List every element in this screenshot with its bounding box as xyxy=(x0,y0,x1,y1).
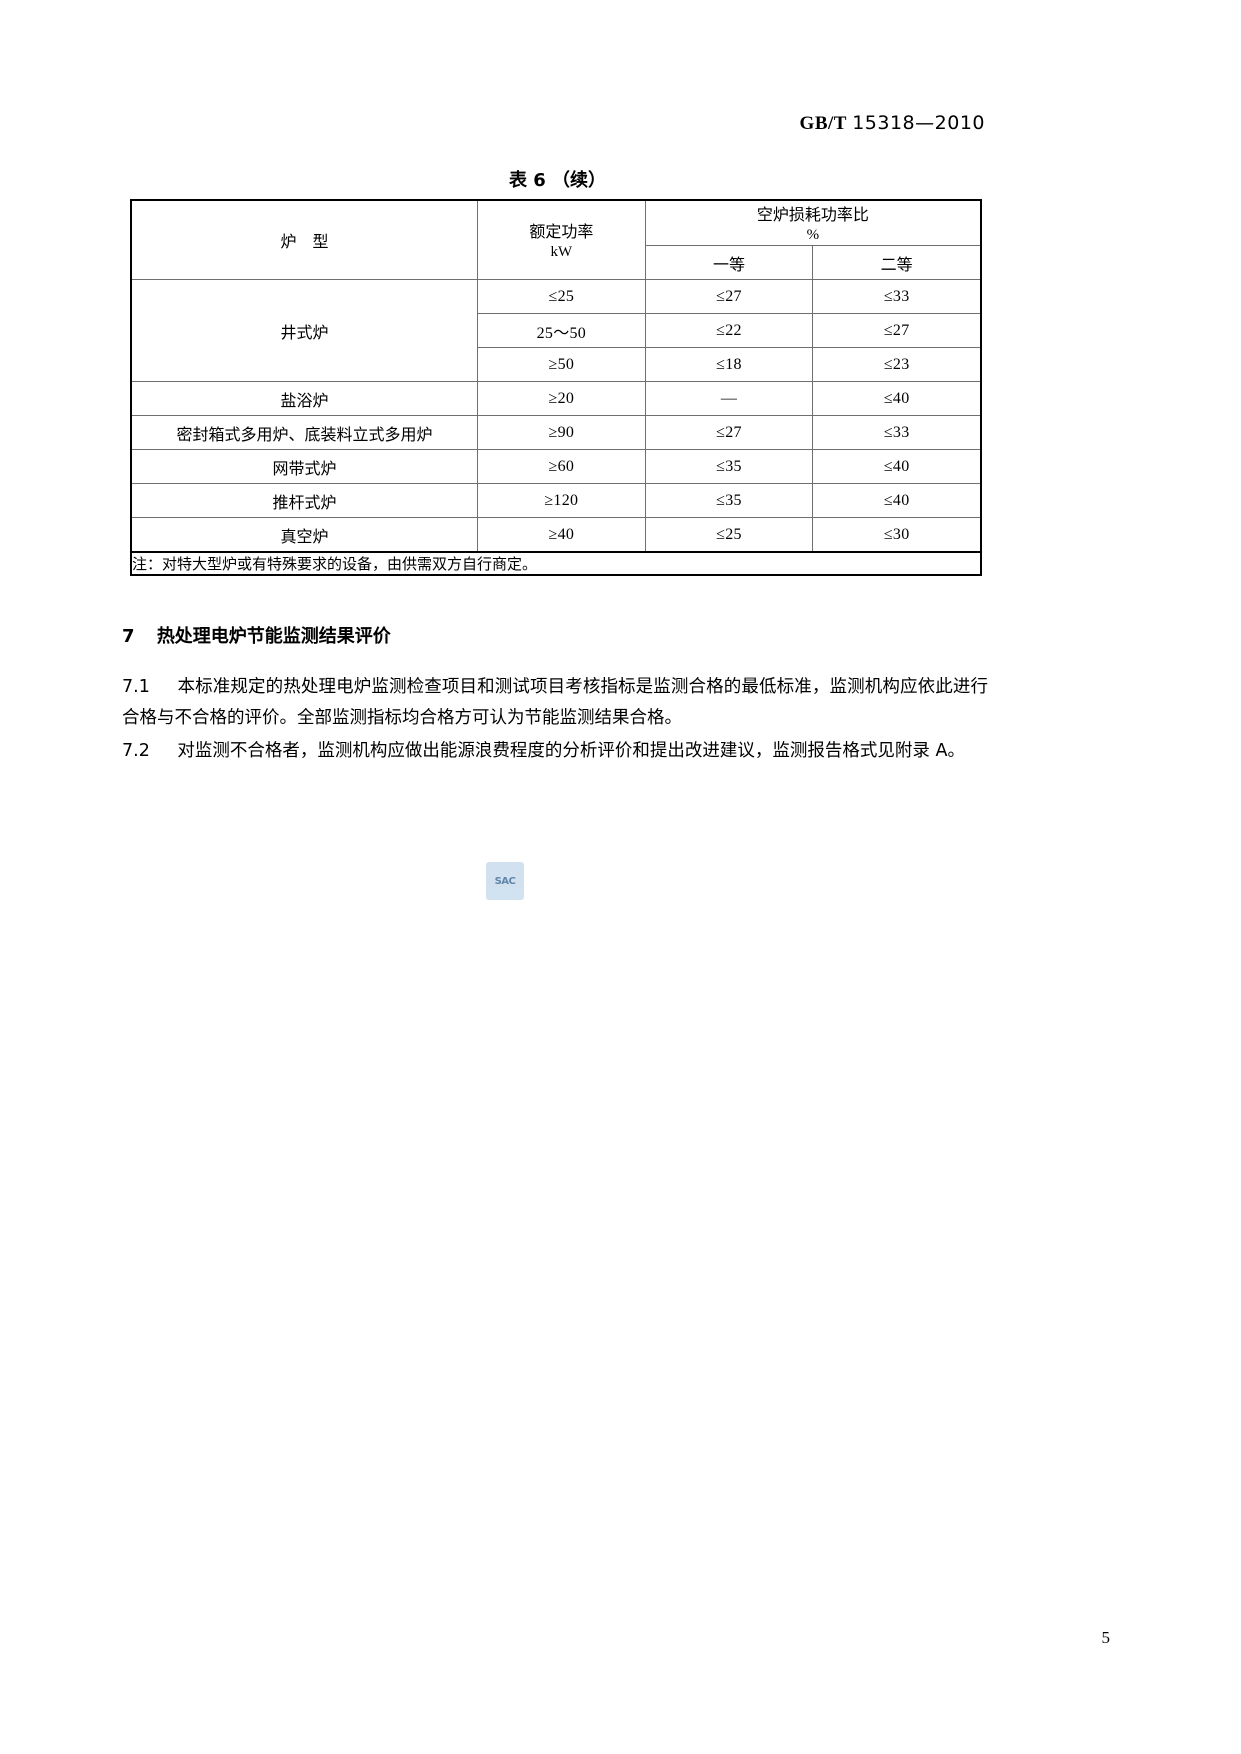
table-6-container: 炉 型 额定功率 kW 空炉损耗功率比 % 一等 二等 井式炉 xyxy=(130,199,982,576)
paragraph-7-2: 7.2 对监测不合格者，监测机构应做出能源浪费程度的分析评价和提出改进建议，监测… xyxy=(122,736,988,767)
cell-grade-2: ≤33 xyxy=(812,415,982,450)
cell-rated-power: ≥120 xyxy=(476,483,646,518)
standard-code: GB/T xyxy=(799,113,847,134)
cell-grade-2: ≤33 xyxy=(812,279,982,314)
table-note: 注：对特大型炉或有特殊要求的设备，由供需双方自行商定。 xyxy=(130,551,982,576)
table-note-row: 注：对特大型炉或有特殊要求的设备，由供需双方自行商定。 xyxy=(130,551,982,576)
rated-power-unit: kW xyxy=(550,243,573,260)
table-header-row-2: 一等 二等 xyxy=(131,245,982,280)
table-6: 炉 型 额定功率 kW 空炉损耗功率比 % 一等 二等 井式炉 xyxy=(130,199,982,576)
cell-rated-power: ≥20 xyxy=(476,381,646,416)
section-heading: 7 热处理电炉节能监测结果评价 xyxy=(122,622,391,648)
cell-rated-power: ≤25 xyxy=(476,279,646,314)
empty-loss-unit: % xyxy=(806,226,820,243)
running-header: GB/T 15318—2010 xyxy=(130,112,985,135)
paragraph-number: 7.2 xyxy=(122,741,150,761)
column-header-grade-1: 一等 xyxy=(644,245,814,280)
section-title-text: 热处理电炉节能监测结果评价 xyxy=(156,626,391,647)
table-row: 推杆式炉 ≥120 ≤35 ≤40 xyxy=(130,483,982,518)
table-row: 25～50 ≤22 ≤27 xyxy=(131,313,982,348)
column-header-grade-2: 二等 xyxy=(812,245,982,280)
caption-number: 6 xyxy=(533,170,546,191)
cell-furnace-type: 井式炉 xyxy=(130,279,478,382)
cell-grade-2: ≤23 xyxy=(812,347,982,382)
table-row: 网带式炉 ≥60 ≤35 ≤40 xyxy=(130,449,982,484)
cell-furnace-type: 推杆式炉 xyxy=(130,483,478,518)
cell-grade-2: ≤27 xyxy=(812,313,982,348)
column-header-rated-power: 额定功率 kW xyxy=(476,199,646,280)
cell-grade-1: ≤27 xyxy=(644,279,814,314)
cell-grade-2: ≤40 xyxy=(812,381,982,416)
caption-suffix: （续） xyxy=(552,170,607,191)
cell-furnace-type: 网带式炉 xyxy=(130,449,478,484)
cell-rated-power: ≥90 xyxy=(476,415,646,450)
cell-rated-power: 25～50 xyxy=(476,313,646,348)
page-number: 5 xyxy=(1101,1628,1111,1647)
caption-prefix: 表 xyxy=(508,170,527,191)
table-row: 真空炉 ≥40 ≤25 ≤30 xyxy=(130,517,982,553)
cell-grade-1: ≤27 xyxy=(644,415,814,450)
paragraph-number: 7.1 xyxy=(122,677,150,697)
cell-grade-1: ≤25 xyxy=(644,517,814,553)
paragraph-7-1: 7.1 本标准规定的热处理电炉监测检查项目和测试项目考核指标是监测合格的最低标准… xyxy=(122,672,988,734)
cell-grade-1: ≤22 xyxy=(644,313,814,348)
table-row: 盐浴炉 ≥20 — ≤40 xyxy=(130,381,982,416)
sac-watermark-icon: SAC xyxy=(486,862,524,900)
section-number: 7 xyxy=(122,626,135,647)
table-row: ≥50 ≤18 ≤23 xyxy=(131,347,982,382)
cell-grade-2: ≤40 xyxy=(812,483,982,518)
rated-power-label: 额定功率 xyxy=(529,221,594,241)
cell-rated-power: ≥60 xyxy=(476,449,646,484)
cell-grade-1: ≤18 xyxy=(644,347,814,382)
cell-grade-1: ≤35 xyxy=(644,483,814,518)
standard-number: 15318—2010 xyxy=(852,112,985,134)
cell-grade-1: — xyxy=(644,381,814,416)
cell-rated-power: ≥40 xyxy=(476,517,646,553)
paragraph-text: 对监测不合格者，监测机构应做出能源浪费程度的分析评价和提出改进建议，监测报告格式… xyxy=(177,741,965,761)
cell-furnace-type: 密封箱式多用炉、底装料立式多用炉 xyxy=(130,415,478,450)
paragraph-text: 本标准规定的热处理电炉监测检查项目和测试项目考核指标是监测合格的最低标准，监测机… xyxy=(122,677,988,728)
table-header-row-1: 炉 型 额定功率 kW 空炉损耗功率比 % xyxy=(130,199,982,280)
table-caption: 表 6 （续） xyxy=(130,166,985,192)
column-header-empty-loss: 空炉损耗功率比 % xyxy=(644,199,982,246)
cell-grade-2: ≤40 xyxy=(812,449,982,484)
cell-grade-2: ≤30 xyxy=(812,517,982,553)
cell-furnace-type: 盐浴炉 xyxy=(130,381,478,416)
cell-furnace-type: 真空炉 xyxy=(130,517,478,553)
column-header-furnace-type: 炉 型 xyxy=(130,199,478,280)
empty-loss-label: 空炉损耗功率比 xyxy=(756,204,869,224)
cell-grade-1: ≤35 xyxy=(644,449,814,484)
table-row: 密封箱式多用炉、底装料立式多用炉 ≥90 ≤27 ≤33 xyxy=(130,415,982,450)
cell-rated-power: ≥50 xyxy=(476,347,646,382)
table-row: 井式炉 ≤25 ≤27 ≤33 xyxy=(130,279,982,382)
